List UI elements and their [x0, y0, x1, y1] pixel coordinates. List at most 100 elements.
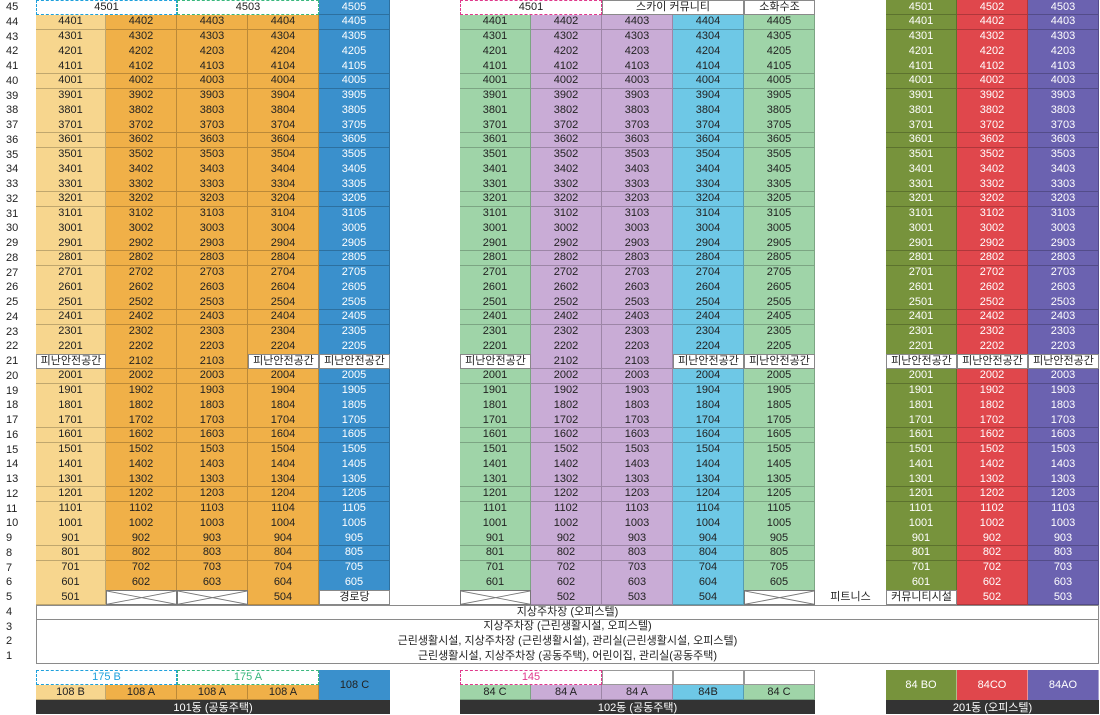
unit-cell-101: 3804 [248, 103, 319, 119]
unit-cell-102: 1204 [673, 486, 744, 502]
unit-cell-201: 3702 [957, 118, 1028, 134]
legend-dashed-101: 175 B [36, 670, 177, 685]
unit-cell-101: 2403 [177, 309, 248, 325]
unit-cell-102: 1805 [744, 398, 815, 414]
unit-cell-201: 3802 [957, 103, 1028, 119]
legend-type-102: 84 C [460, 685, 531, 700]
unit-cell-102: 1903 [602, 383, 673, 399]
unit-cell-102: 3905 [744, 88, 815, 104]
unit-cell-101: 2705 [319, 265, 390, 281]
unit-cell-201: 2202 [957, 339, 1028, 355]
unit-cell-101: 1103 [177, 501, 248, 517]
unit-cell-101: 704 [248, 560, 319, 576]
unit-cell-102: 905 [744, 531, 815, 547]
unit-cell-201: 4303 [1028, 29, 1099, 45]
legend-type-102: 84 A [531, 685, 602, 700]
unit-cell-101: 1404 [248, 457, 319, 473]
unit-cell-102: 3704 [673, 118, 744, 134]
unit-cell-201: 3701 [886, 118, 957, 134]
unit-cell-102: 3201 [460, 191, 531, 207]
unit-cell-102: 2303 [602, 324, 673, 340]
unit-cell-201: 3903 [1028, 88, 1099, 104]
unit-cell-201: 3502 [957, 147, 1028, 163]
unit-cell-101: 4105 [319, 59, 390, 75]
unit-cell-101: 1005 [319, 516, 390, 532]
unit-cell-102: 904 [673, 531, 744, 547]
unit-cell-101: 1804 [248, 398, 319, 414]
senior-center: 경로당 [319, 590, 390, 606]
unit-cell-201: 1503 [1028, 442, 1099, 458]
unit-cell-102: 2905 [744, 236, 815, 252]
unit-cell-201: 3503 [1028, 147, 1099, 163]
void-cell [177, 590, 248, 606]
unit-cell-101: 3103 [177, 206, 248, 222]
unit-cell-102: 1102 [531, 501, 602, 517]
unit-cell-102: 3502 [531, 147, 602, 163]
unit-cell-102: 2602 [531, 280, 602, 296]
floor-label: 7 [6, 561, 13, 574]
unit-cell-101: 805 [319, 545, 390, 561]
unit-cell-101: 3001 [36, 221, 106, 237]
unit-cell-102: 2304 [673, 324, 744, 340]
unit-cell-102: 1904 [673, 383, 744, 399]
unit-cell-101: 2701 [36, 265, 106, 281]
unit-cell-101: 3404 [248, 162, 319, 178]
unit-cell-102: 2703 [602, 265, 673, 281]
unit-cell-201: 1301 [886, 472, 957, 488]
unit-cell-102: 1302 [531, 472, 602, 488]
unit-cell-201: 2701 [886, 265, 957, 281]
unit-cell-101: 3004 [248, 221, 319, 237]
unit-cell-102: 2102 [531, 354, 602, 370]
unit-cell-102: 3801 [460, 103, 531, 119]
unit-cell-101: 2001 [36, 368, 106, 384]
unit-cell-102: 2903 [602, 236, 673, 252]
unit-cell-101: 4101 [36, 59, 106, 75]
floor-label: 19 [6, 384, 19, 397]
legend-empty-box [602, 670, 673, 685]
unit-cell-102: 1005 [744, 516, 815, 532]
unit-cell-102: 605 [744, 575, 815, 591]
unit-cell-102: 2604 [673, 280, 744, 296]
unit-cell-102: 2003 [602, 368, 673, 384]
unit-cell-102: 3802 [531, 103, 602, 119]
legend-empty-box [673, 670, 744, 685]
unit-cell-101: 2303 [177, 324, 248, 340]
unit-cell-102: 2301 [460, 324, 531, 340]
unit-cell-201: 4001 [886, 73, 957, 89]
unit-cell-201: 1901 [886, 383, 957, 399]
unit-cell-102: 2201 [460, 339, 531, 355]
unit-cell-102: 1501 [460, 442, 531, 458]
building-label-101: 101동 (공동주택) [36, 700, 390, 714]
unit-cell-201: 3703 [1028, 118, 1099, 134]
unit-cell-101: 3604 [248, 132, 319, 148]
unit-cell-102: 1602 [531, 427, 602, 443]
unit-cell-201: 2503 [1028, 295, 1099, 311]
unit-cell-102: 4204 [673, 44, 744, 60]
unit-cell-101: 3105 [319, 206, 390, 222]
unit-cell-102: 3302 [531, 177, 602, 193]
unit-cell-201: 3201 [886, 191, 957, 207]
unit-cell-102: 504 [673, 590, 744, 606]
unit-cell-201: 1401 [886, 457, 957, 473]
refuge-space: 피난안전공간 [1028, 354, 1099, 370]
unit-cell-102: 1702 [531, 413, 602, 429]
unit-cell-102: 4203 [602, 44, 673, 60]
unit-cell-102: 701 [460, 560, 531, 576]
unit-cell-101: 4305 [319, 29, 390, 45]
unit-cell-102: 3803 [602, 103, 673, 119]
unit-cell-102: 4202 [531, 44, 602, 60]
unit-cell-201: 1703 [1028, 413, 1099, 429]
unit-cell-201: 1002 [957, 516, 1028, 532]
unit-cell-102: 2403 [602, 309, 673, 325]
unit-cell-101: 3903 [177, 88, 248, 104]
unit-cell-102: 1503 [602, 442, 673, 458]
unit-cell-101: 901 [36, 531, 106, 547]
unit-cell-102: 2401 [460, 309, 531, 325]
unit-cell-101: 3504 [248, 147, 319, 163]
unit-cell-101: 2402 [106, 309, 177, 325]
unit-cell-201: 1403 [1028, 457, 1099, 473]
community-facility: 커뮤니티시설 [886, 590, 957, 606]
unit-cell-101: 3401 [36, 162, 106, 178]
unit-cell-201: 1303 [1028, 472, 1099, 488]
unit-cell-101: 3005 [319, 221, 390, 237]
